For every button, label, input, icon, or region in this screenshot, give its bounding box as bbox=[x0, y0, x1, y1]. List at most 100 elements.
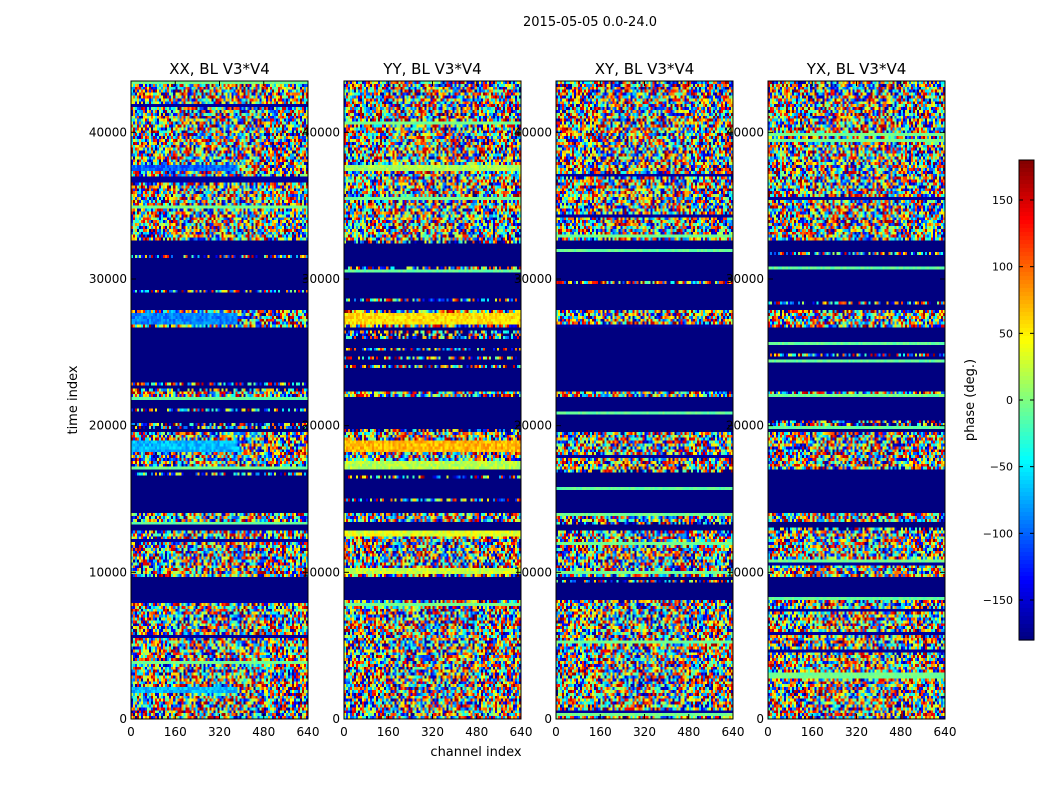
chart-suptitle: 2015-05-05 0.0-24.0 bbox=[523, 15, 657, 30]
colorbar-segment bbox=[1019, 556, 1034, 561]
y-tick-label: 10000 bbox=[89, 565, 127, 579]
colorbar-segment bbox=[1019, 304, 1034, 309]
colorbar-segment bbox=[1019, 200, 1034, 205]
x-tick-label: 320 bbox=[421, 725, 444, 739]
y-tick-label: 0 bbox=[544, 712, 552, 726]
y-tick-label: 20000 bbox=[726, 419, 764, 433]
y-tick-label: 20000 bbox=[89, 419, 127, 433]
y-tick-label: 30000 bbox=[302, 272, 340, 286]
colorbar-segment bbox=[1019, 512, 1034, 517]
colorbar-segment bbox=[1019, 620, 1034, 625]
colorbar-segment bbox=[1019, 376, 1034, 381]
colorbar-segment bbox=[1019, 544, 1034, 549]
colorbar-segment bbox=[1019, 428, 1034, 433]
colorbar-segment bbox=[1019, 628, 1034, 633]
colorbar-segment bbox=[1019, 440, 1034, 445]
colorbar-segment bbox=[1019, 524, 1034, 529]
y-tick-label: 10000 bbox=[514, 565, 552, 579]
y-tick-label: 20000 bbox=[302, 419, 340, 433]
colorbar-segment bbox=[1019, 560, 1034, 565]
colorbar-segment bbox=[1019, 396, 1034, 401]
colorbar-tick-label: −50 bbox=[990, 461, 1013, 474]
colorbar-segment bbox=[1019, 480, 1034, 485]
x-tick-label: 320 bbox=[208, 725, 231, 739]
colorbar-segment bbox=[1019, 448, 1034, 453]
y-tick-label: 10000 bbox=[302, 565, 340, 579]
colorbar-segment bbox=[1019, 328, 1034, 333]
colorbar-segment bbox=[1019, 412, 1034, 417]
colorbar-segment bbox=[1019, 608, 1034, 613]
colorbar-segment bbox=[1019, 400, 1034, 405]
colorbar-segment bbox=[1019, 372, 1034, 377]
colorbar-segment bbox=[1019, 572, 1034, 577]
colorbar-segment bbox=[1019, 228, 1034, 233]
x-tick-label: 320 bbox=[633, 725, 656, 739]
x-tick-label: 480 bbox=[677, 725, 700, 739]
panel-title-0: XX, BL V3*V4 bbox=[169, 60, 270, 78]
colorbar-tick-label: 0 bbox=[1006, 394, 1013, 407]
panel-1: YY, BL V3*V4 0 160 320 480 640 0 10000 20000 3000… bbox=[302, 60, 533, 739]
y-tick-label: 10000 bbox=[726, 565, 764, 579]
colorbar-segment bbox=[1019, 248, 1034, 253]
colorbar-segment bbox=[1019, 216, 1034, 221]
x-tick-label: 640 bbox=[510, 725, 533, 739]
colorbar-segment bbox=[1019, 580, 1034, 585]
x-tick-label: 480 bbox=[889, 725, 912, 739]
colorbar-segment bbox=[1019, 360, 1034, 365]
colorbar-segment bbox=[1019, 168, 1034, 173]
colorbar-segment bbox=[1019, 232, 1034, 237]
colorbar-segment bbox=[1019, 564, 1034, 569]
colorbar-segment bbox=[1019, 516, 1034, 521]
colorbar-segment bbox=[1019, 392, 1034, 397]
colorbar-segment bbox=[1019, 388, 1034, 393]
colorbar-segment bbox=[1019, 264, 1034, 269]
colorbar-tick-label: 150 bbox=[992, 194, 1013, 207]
colorbar-segment bbox=[1019, 568, 1034, 573]
colorbar-label: phase (deg.) bbox=[963, 359, 978, 441]
colorbar-segment bbox=[1019, 252, 1034, 257]
colorbar-segment bbox=[1019, 256, 1034, 261]
colorbar-segment bbox=[1019, 296, 1034, 301]
colorbar-segment bbox=[1019, 520, 1034, 525]
colorbar-segment bbox=[1019, 536, 1034, 541]
colorbar-segment bbox=[1019, 268, 1034, 273]
colorbar-segment bbox=[1019, 604, 1034, 609]
colorbar-segment bbox=[1019, 576, 1034, 581]
colorbar-segment bbox=[1019, 364, 1034, 369]
panel-3: YX, BL V3*V4 0 160 320 480 640 0 10000 20000 3000… bbox=[726, 60, 957, 739]
colorbar-tick-label: −150 bbox=[983, 594, 1013, 607]
colorbar-segment bbox=[1019, 632, 1034, 637]
colorbar-segment bbox=[1019, 500, 1034, 505]
colorbar-segment bbox=[1019, 456, 1034, 461]
x-tick-label: 320 bbox=[845, 725, 868, 739]
x-tick-label: 640 bbox=[722, 725, 745, 739]
colorbar-segment bbox=[1019, 244, 1034, 249]
y-tick-label: 40000 bbox=[302, 125, 340, 139]
colorbar-segment bbox=[1019, 384, 1034, 389]
x-tick-label: 160 bbox=[164, 725, 187, 739]
colorbar-segment bbox=[1019, 472, 1034, 477]
colorbar-segment bbox=[1019, 616, 1034, 621]
y-tick-label: 30000 bbox=[89, 272, 127, 286]
x-tick-label: 480 bbox=[252, 725, 275, 739]
colorbar-segment bbox=[1019, 444, 1034, 449]
colorbar-segment bbox=[1019, 284, 1034, 289]
heatmap-image-0 bbox=[131, 81, 308, 719]
x-tick-label: 640 bbox=[934, 725, 957, 739]
colorbar-segment bbox=[1019, 592, 1034, 597]
colorbar-segment bbox=[1019, 288, 1034, 293]
colorbar-segment bbox=[1019, 320, 1034, 325]
colorbar-segment bbox=[1019, 324, 1034, 329]
colorbar-segment bbox=[1019, 336, 1034, 341]
colorbar-segment bbox=[1019, 164, 1034, 169]
colorbar-segment bbox=[1019, 464, 1034, 469]
panel-title-3: YX, BL V3*V4 bbox=[806, 60, 907, 78]
colorbar-segment bbox=[1019, 484, 1034, 489]
colorbar-segment bbox=[1019, 380, 1034, 385]
colorbar-segment bbox=[1019, 280, 1034, 285]
y-tick-label: 0 bbox=[756, 712, 764, 726]
colorbar-segment bbox=[1019, 308, 1034, 313]
y-tick-label: 0 bbox=[332, 712, 340, 726]
colorbar-segment bbox=[1019, 468, 1034, 473]
colorbar-segment bbox=[1019, 192, 1034, 197]
